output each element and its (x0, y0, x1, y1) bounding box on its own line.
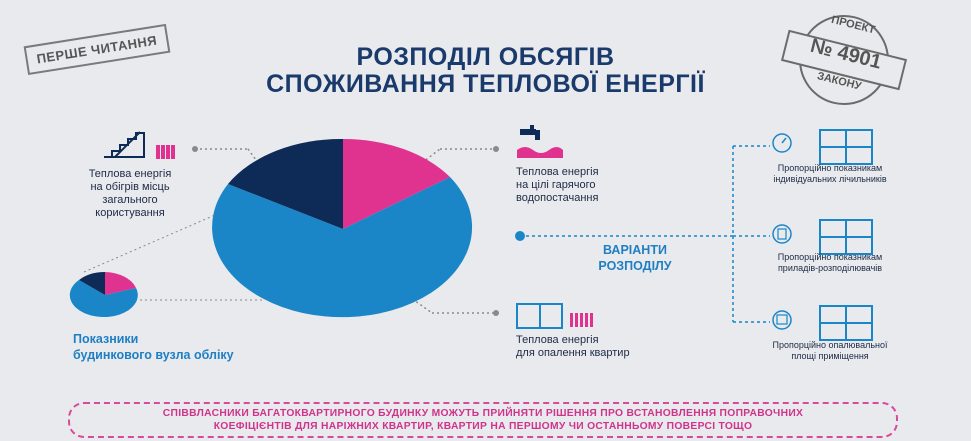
faucet-icon (517, 125, 563, 158)
slice-apartment-heating (212, 177, 473, 318)
option-distributors: Пропорційно показникам приладів-розподіл… (777, 252, 883, 273)
option-individual-meters: Пропорційно показникам індивідуальних лі… (773, 163, 887, 184)
slice-hot-water (343, 138, 450, 229)
area-icon (772, 310, 792, 330)
stairs-radiator-icon (104, 131, 145, 158)
small-pie (69, 272, 138, 318)
apartment-radiator-icon (570, 313, 593, 327)
variants-dot (515, 231, 525, 241)
label-meter: Показники будинкового вузла обліку (73, 332, 234, 362)
label-hot-water: Теплова енергія на цілі гарячого водопос… (516, 166, 599, 204)
label-apartment-heating: Теплова енергія для опалення квартир (516, 334, 630, 359)
main-pie (212, 138, 473, 318)
variants-connectors (520, 145, 770, 323)
page-title: РОЗПОДІЛ ОБСЯГІВ СПОЖИВАННЯ ТЕПЛОВОЇ ЕНЕ… (266, 43, 705, 98)
radiator-icon (156, 145, 175, 159)
label-common-heating: Теплова енергія на обігрів місць загальн… (88, 168, 172, 219)
option-heated-area: Пропорційно опалювальної площі приміщенн… (772, 340, 888, 361)
floor-plan-icon (819, 129, 873, 341)
apartment-plan-icon (516, 303, 563, 329)
distributor-icon (772, 224, 792, 244)
connector-dot (192, 146, 198, 152)
gauge-icon (772, 133, 792, 153)
slice-common-heating (228, 138, 343, 229)
stamp-right (780, 15, 908, 105)
info-banner: СПІВВЛАСНИКИ БАГАТОКВАРТИРНОГО БУДИНКУ М… (68, 402, 898, 438)
connector-zoom-top (83, 214, 216, 273)
label-variants: ВАРІАНТИ РОЗПОДІЛУ (598, 243, 672, 273)
